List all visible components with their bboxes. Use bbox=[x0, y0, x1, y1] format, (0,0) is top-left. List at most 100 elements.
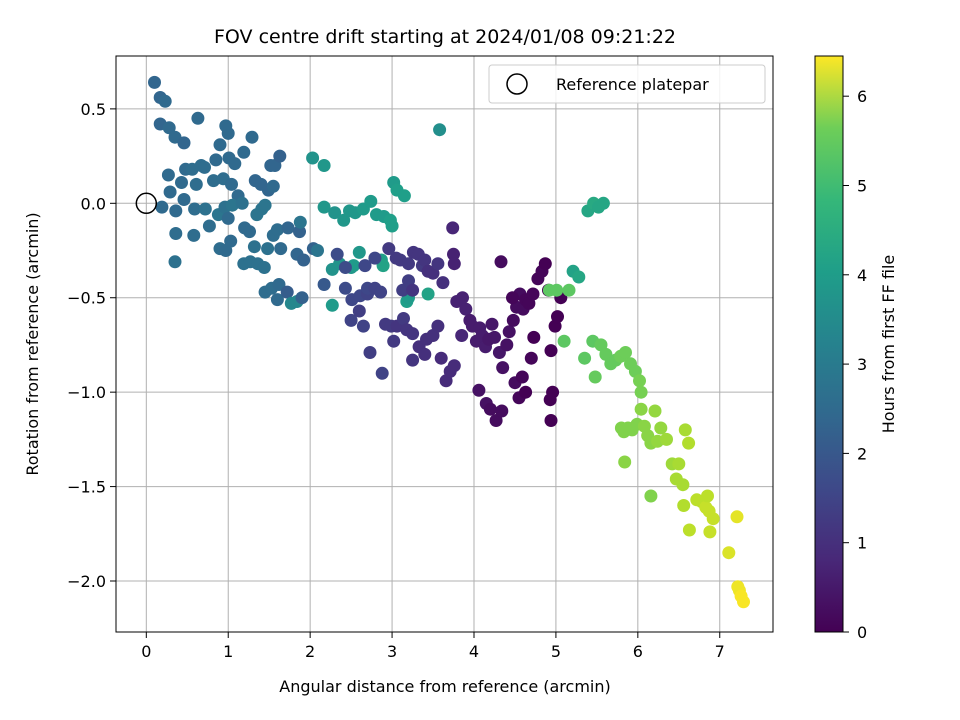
data-point bbox=[447, 247, 460, 261]
data-point bbox=[306, 151, 320, 165]
data-point bbox=[406, 327, 420, 341]
data-point bbox=[325, 298, 339, 312]
data-point bbox=[317, 200, 331, 214]
data-point bbox=[245, 130, 259, 144]
colorbar-tick-label: 5 bbox=[857, 176, 867, 195]
data-point bbox=[544, 344, 558, 358]
data-point bbox=[243, 225, 256, 239]
x-axis-label: Angular distance from reference (arcmin) bbox=[279, 677, 610, 696]
data-point bbox=[496, 361, 510, 375]
colorbar: 0 1 2 3 4 5 6 Hours from first FF file bbox=[814, 55, 898, 642]
data-point bbox=[177, 193, 191, 206]
data-point bbox=[397, 312, 410, 325]
x-tick-label: 0 bbox=[141, 642, 151, 661]
data-point bbox=[338, 261, 352, 274]
data-point bbox=[261, 242, 275, 256]
data-point bbox=[737, 595, 750, 609]
data-point bbox=[191, 111, 205, 125]
data-point bbox=[237, 145, 251, 159]
data-point bbox=[677, 499, 691, 512]
data-point bbox=[225, 198, 239, 212]
y-axis-ticks: 0.5 0.0 −0.5 −1.0 −1.5 −2.0 bbox=[67, 100, 116, 591]
colorbar-gradient bbox=[814, 55, 844, 633]
data-point bbox=[189, 177, 203, 191]
x-tick-label: 4 bbox=[469, 642, 479, 661]
y-axis-label: Rotation from reference (arcmin) bbox=[23, 212, 42, 475]
data-point bbox=[221, 211, 235, 225]
data-point bbox=[706, 512, 720, 526]
legend-label: Reference platepar bbox=[556, 75, 709, 94]
data-point bbox=[317, 278, 331, 291]
data-point bbox=[169, 204, 183, 218]
data-point bbox=[455, 329, 469, 342]
data-point bbox=[672, 457, 686, 471]
data-point bbox=[272, 278, 286, 291]
x-tick-label: 2 bbox=[305, 642, 315, 661]
data-point bbox=[682, 523, 696, 537]
x-tick-label: 6 bbox=[633, 642, 643, 661]
data-point bbox=[209, 153, 223, 167]
data-point bbox=[495, 404, 509, 418]
data-point bbox=[273, 149, 287, 163]
data-point bbox=[660, 432, 673, 446]
colorbar-tick-label: 1 bbox=[857, 534, 867, 553]
data-point bbox=[168, 255, 182, 269]
data-point bbox=[311, 244, 324, 257]
data-point bbox=[526, 287, 540, 301]
y-tick-label: −1.0 bbox=[67, 383, 106, 402]
data-point bbox=[161, 168, 175, 182]
data-point bbox=[500, 338, 514, 352]
data-point bbox=[352, 304, 366, 318]
data-point bbox=[431, 257, 445, 271]
data-point bbox=[337, 213, 351, 227]
data-point bbox=[293, 215, 307, 229]
data-point bbox=[363, 346, 377, 359]
data-point bbox=[385, 219, 399, 233]
data-point bbox=[538, 257, 552, 271]
data-point bbox=[387, 334, 401, 348]
reference-point bbox=[135, 192, 158, 215]
data-point bbox=[619, 346, 632, 359]
data-point bbox=[562, 283, 576, 297]
data-point bbox=[618, 455, 632, 469]
data-point bbox=[703, 525, 717, 539]
data-point bbox=[596, 196, 610, 210]
x-tick-label: 1 bbox=[223, 642, 233, 661]
data-point bbox=[678, 423, 692, 437]
data-point bbox=[202, 219, 216, 233]
data-point bbox=[352, 245, 366, 259]
data-point bbox=[519, 385, 533, 399]
data-point bbox=[485, 317, 499, 331]
data-point bbox=[431, 319, 445, 333]
data-point bbox=[330, 247, 344, 261]
data-point bbox=[447, 359, 461, 373]
data-point bbox=[730, 510, 744, 524]
data-point bbox=[483, 402, 497, 416]
data-point bbox=[676, 478, 690, 492]
data-point bbox=[446, 221, 460, 235]
data-point bbox=[224, 234, 238, 248]
data-point bbox=[456, 291, 469, 305]
data-point bbox=[364, 194, 378, 208]
reference-marker bbox=[135, 192, 158, 215]
data-point bbox=[402, 257, 415, 271]
data-point bbox=[524, 351, 538, 365]
colorbar-label: Hours from first FF file bbox=[879, 255, 898, 434]
data-point bbox=[447, 257, 461, 271]
y-tick-label: −1.5 bbox=[67, 478, 106, 497]
data-point bbox=[527, 330, 541, 344]
data-point bbox=[578, 351, 592, 365]
data-point bbox=[506, 291, 519, 305]
data-point bbox=[295, 291, 309, 305]
data-point bbox=[198, 202, 212, 216]
data-point bbox=[654, 421, 668, 435]
data-point bbox=[489, 414, 503, 427]
data-point bbox=[258, 198, 272, 212]
data-point bbox=[550, 283, 564, 297]
data-point bbox=[293, 225, 306, 239]
data-point bbox=[551, 310, 564, 324]
data-points bbox=[148, 75, 750, 609]
colorbar-tick-label: 2 bbox=[857, 444, 867, 463]
data-point bbox=[177, 136, 191, 150]
